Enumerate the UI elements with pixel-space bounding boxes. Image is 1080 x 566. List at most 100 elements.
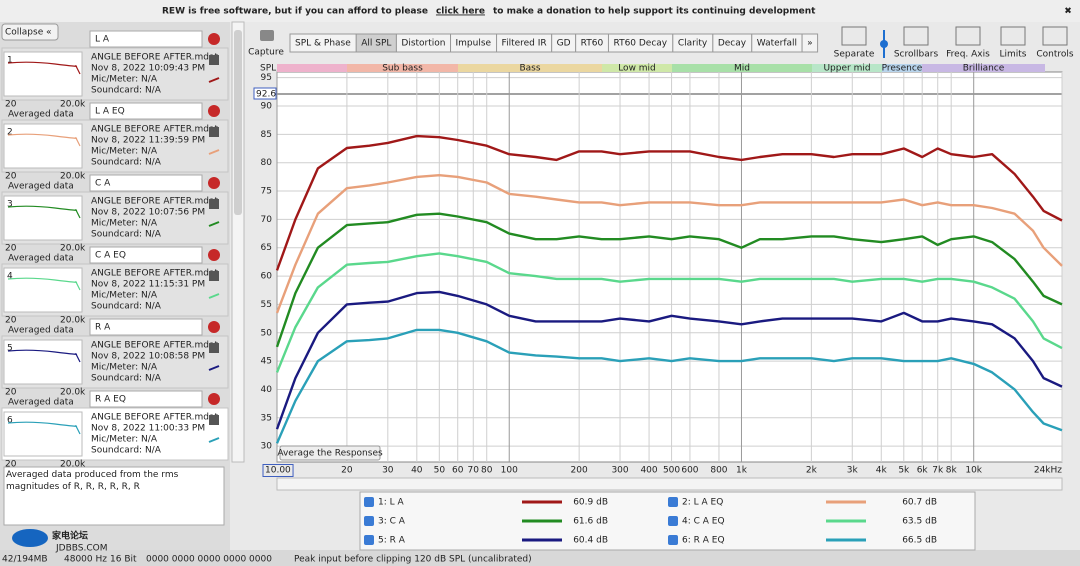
measurement-date: Nov 8, 2022 10:08:58 PM [91,352,205,362]
y-tick-label: 40 [261,385,273,395]
y-axis-label: SPL [260,64,276,74]
thumbnail [3,339,83,385]
name-field[interactable] [89,390,203,408]
name-field[interactable] [89,246,203,264]
banner-background [0,0,1080,22]
legend-level: 61.6 dB [573,517,608,527]
horizontal-scrollbar[interactable] [276,477,1063,491]
save-icon[interactable] [209,199,219,209]
spl-curve [275,212,1063,348]
band-strip [277,64,347,72]
save-icon[interactable] [209,55,219,65]
color-swatch[interactable] [208,221,220,227]
collapse-button[interactable] [1,23,59,41]
remove-button[interactable] [208,105,220,117]
color-swatch[interactable] [208,293,220,299]
scroll-thumb[interactable] [234,30,242,215]
band-segment [672,64,812,72]
close-banner[interactable]: ✖ [1064,7,1072,17]
tab-label[interactable]: Waterfall [757,39,797,49]
tab-label[interactable]: SPL & Phase [295,39,351,49]
thumb-caption: Averaged data [8,110,74,120]
control-icon[interactable] [841,26,867,46]
tab-label[interactable]: RT60 Decay [613,39,667,49]
average-label[interactable]: Average the Responses [277,449,383,459]
plot-area [276,71,1063,463]
average-button[interactable] [279,445,381,461]
tab-label[interactable]: Decay [718,39,747,49]
legend-name: 2: L A EQ [682,498,723,508]
control-icon[interactable] [955,26,981,46]
measurement-mic: Mic/Meter: N/A [91,147,158,157]
spl-curve [275,134,1063,271]
tab[interactable] [801,33,819,53]
cursor-box [253,87,277,100]
tab-label[interactable]: RT60 [581,39,604,49]
color-swatch[interactable] [208,365,220,371]
capture-label[interactable]: Capture [248,48,284,58]
thumb-number: 6 [7,416,13,426]
control-icon[interactable] [1000,26,1026,46]
x-tick-label: 40 [411,466,423,476]
legend-checkbox[interactable] [668,497,678,507]
thumb-axis-min: 20 [5,460,17,470]
tab-label[interactable]: GD [557,39,571,49]
thumb-curve [7,133,81,147]
tab-label[interactable]: » [807,39,813,49]
control-label[interactable]: Scrollbars [894,50,939,60]
measurement-soundcard: Soundcard: N/A [91,374,162,384]
thumb-axis-max: 20.0k [60,100,86,110]
donate-link[interactable]: click here [436,7,485,17]
remove-button[interactable] [208,393,220,405]
save-icon[interactable] [209,271,219,281]
remove-button[interactable] [208,33,220,45]
cursor-value: 92.6 [256,90,276,100]
tab-label[interactable]: Clarity [678,39,708,49]
name-field[interactable] [89,318,203,336]
y-tick-label: 75 [261,187,272,197]
control-label[interactable]: Freq. Axis [946,50,990,60]
y-tick-label: 45 [261,357,272,367]
legend-checkbox[interactable] [364,497,374,507]
x-start-box [262,464,294,477]
band-segment [812,64,882,72]
band-label: Mid [734,64,750,74]
name-field[interactable] [89,174,203,192]
remove-button[interactable] [208,321,220,333]
legend-checkbox[interactable] [668,516,678,526]
name-field[interactable] [89,30,203,48]
legend-level: 66.5 dB [902,536,937,546]
thumbnail [3,267,83,313]
legend-level: 63.5 dB [902,517,937,527]
thumb-axis-max: 20.0k [60,172,86,182]
control-icon[interactable] [1042,26,1068,46]
thumb-number: 1 [7,56,13,66]
control-label[interactable]: Limits [1000,50,1027,60]
tab-label[interactable]: Distortion [401,39,445,49]
color-swatch[interactable] [208,149,220,155]
tab-label[interactable]: All SPL [361,39,391,49]
thumb-axis-max: 20.0k [60,244,86,254]
remove-button[interactable] [208,177,220,189]
status-message: Peak input before clipping 120 dB SPL (u… [294,555,532,565]
save-icon[interactable] [209,127,219,137]
control-icon[interactable] [903,26,929,46]
capture-icon[interactable] [260,30,274,41]
band-segment [347,64,458,72]
name-field[interactable] [89,102,203,120]
color-swatch[interactable] [208,437,220,443]
save-icon[interactable] [209,415,219,425]
legend-checkbox[interactable] [668,535,678,545]
legend-checkbox[interactable] [364,516,374,526]
tab-label[interactable]: Impulse [456,39,492,49]
tab-label[interactable]: Filtered IR [502,39,547,49]
color-swatch[interactable] [208,77,220,83]
control-label[interactable]: Separate [834,50,875,60]
remove-button[interactable] [208,249,220,261]
save-icon[interactable] [209,343,219,353]
banner-text: REW is free software, but if you can aff… [162,7,428,17]
thumb-curve [7,421,81,435]
legend-checkbox[interactable] [364,535,374,545]
control-label[interactable]: Controls [1036,50,1074,60]
slider-knob[interactable] [880,40,888,48]
